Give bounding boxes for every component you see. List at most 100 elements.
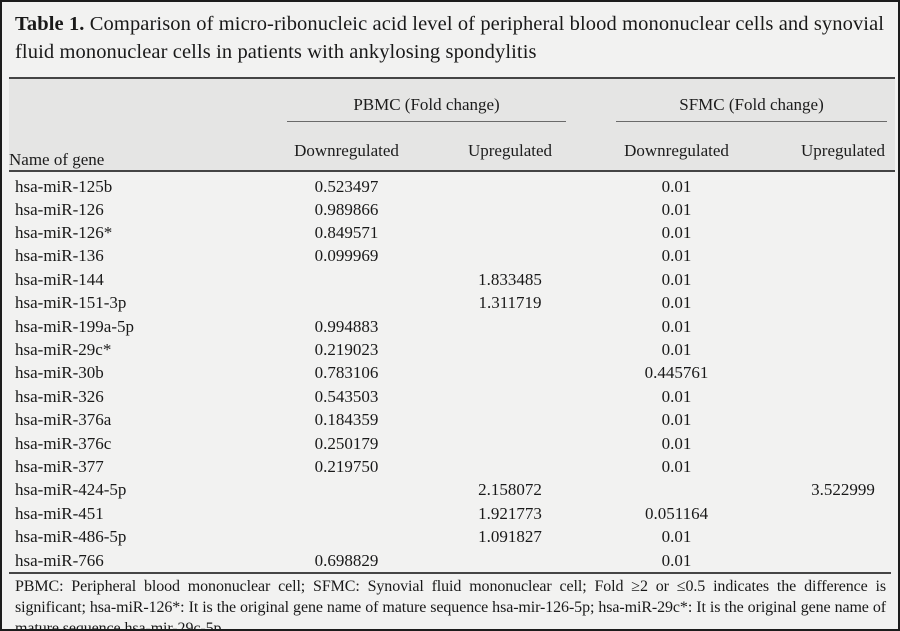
pbmc-upregulated-value	[428, 221, 592, 244]
pbmc-upregulated-value	[428, 432, 592, 455]
gene-name: hsa-miR-126	[15, 199, 104, 219]
pbmc-downregulated-value: 0.184359	[314, 410, 379, 430]
sfmc-upregulated-value	[791, 268, 895, 291]
sfmc-downregulated-value: 0.01	[661, 223, 692, 243]
pbmc-downregulated-value	[265, 479, 428, 502]
table-row: hsa-miR-376a 0.184359 0.01	[9, 409, 895, 432]
gene-name: hsa-miR-326	[15, 386, 104, 406]
pbmc-downregulated-value: 0.698829	[314, 550, 379, 570]
sfmc-downregulated-value: 0.051164	[644, 503, 709, 523]
pbmc-upregulated-value: 1.311719	[478, 293, 542, 313]
pbmc-upregulated-value: 1.921773	[478, 503, 542, 523]
table-container: Name of gene PBMC (Fold change) SFMC (Fo…	[9, 77, 896, 572]
sfmc-downregulated-value: 0.01	[661, 527, 692, 547]
sfmc-upregulated-value	[791, 525, 895, 548]
table-row: hsa-miR-126* 0.849571 0.01	[9, 221, 895, 244]
pbmc-downregulated-value: 0.849571	[314, 223, 379, 243]
table-row: hsa-miR-144 1.833485 0.01	[9, 268, 895, 291]
pbmc-upregulated-value	[428, 245, 592, 268]
sfmc-upregulated-value	[791, 502, 895, 525]
gene-name: hsa-miR-486-5p	[15, 527, 127, 547]
pbmc-downregulated-value: 0.250179	[314, 433, 379, 453]
pbmc-group-label: PBMC (Fold change)	[287, 95, 567, 122]
sfmc-downregulated-value: 0.01	[661, 316, 692, 336]
pbmc-downregulated-value	[265, 502, 428, 525]
sfmc-downregulated-value: 0.01	[661, 246, 692, 266]
sfmc-upregulated-value	[791, 432, 895, 455]
pbmc-upregulated-value: 2.158072	[478, 480, 542, 500]
sfmc-upregulated-value	[791, 221, 895, 244]
pbmc-downregulated-value: 0.543503	[314, 386, 379, 406]
sfmc-group-label: SFMC (Fold change)	[616, 95, 888, 122]
sfmc-downregulated-value: 0.01	[661, 386, 692, 406]
sfmc-upregulated-value	[791, 292, 895, 315]
pbmc-downregulated-value: 0.994883	[314, 316, 379, 336]
pbmc-upregulated-value	[428, 455, 592, 478]
table-row: hsa-miR-377 0.219750 0.01	[9, 455, 895, 478]
table-row: hsa-miR-376c 0.250179 0.01	[9, 432, 895, 455]
sfmc-downregulated-value: 0.01	[661, 410, 692, 430]
sfmc-upregulated-value	[791, 338, 895, 361]
sfmc-downregulated-value: 0.01	[661, 550, 692, 570]
pbmc-upregulated-value	[428, 338, 592, 361]
sfmc-upregulated-value	[791, 171, 895, 198]
pbmc-upregulated-header: Upregulated	[428, 122, 593, 171]
sfmc-upregulated-value	[791, 455, 895, 478]
sfmc-upregulated-value	[791, 385, 895, 408]
table-row: hsa-miR-136 0.099969 0.01	[9, 245, 895, 268]
data-table: Name of gene PBMC (Fold change) SFMC (Fo…	[9, 77, 896, 572]
gene-name: hsa-miR-376c	[15, 433, 112, 453]
sfmc-downregulated-value: 0.01	[661, 269, 692, 289]
pbmc-downregulated-value: 0.219023	[314, 340, 379, 360]
table-caption: Table 1. Comparison of micro-ribonucleic…	[2, 2, 898, 68]
table-footnote: PBMC: Peripheral blood mononuclear cell;…	[9, 572, 891, 629]
pbmc-upregulated-value	[428, 315, 592, 338]
gene-name: hsa-miR-424-5p	[15, 480, 127, 500]
gene-name: hsa-miR-125b	[15, 177, 113, 196]
table-header: Name of gene PBMC (Fold change) SFMC (Fo…	[9, 78, 896, 171]
pbmc-downregulated-value: 0.989866	[314, 199, 379, 219]
pbmc-downregulated-value: 0.219750	[314, 456, 379, 476]
table-row: hsa-miR-199a-5p 0.994883 0.01	[9, 315, 895, 338]
gene-name: hsa-miR-376a	[15, 410, 112, 430]
sfmc-upregulated-value	[791, 362, 895, 385]
pbmc-upregulated-value	[428, 171, 592, 198]
group-header-row: Name of gene PBMC (Fold change) SFMC (Fo…	[9, 78, 896, 171]
table-row: hsa-miR-486-5p 1.091827 0.01	[9, 525, 895, 548]
sfmc-downregulated-value	[592, 479, 791, 502]
gene-name: hsa-miR-136	[15, 246, 104, 266]
pbmc-downregulated-value	[265, 525, 428, 548]
table-row: hsa-miR-125b 0.523497 0.01	[9, 171, 895, 198]
sfmc-downregulated-value: 0.01	[661, 293, 692, 313]
table-row: hsa-miR-451 1.921773 0.051164	[9, 502, 895, 525]
pbmc-downregulated-value	[265, 292, 428, 315]
sfmc-upregulated-value	[791, 409, 895, 432]
table-caption-text: Comparison of micro-ribonucleic acid lev…	[15, 13, 885, 64]
gene-name: hsa-miR-766	[15, 550, 104, 570]
sfmc-downregulated-value: 0.01	[661, 177, 692, 196]
sfmc-downregulated-header: Downregulated	[592, 122, 792, 171]
pbmc-downregulated-value: 0.783106	[314, 363, 379, 383]
pbmc-upregulated-value: 1.091827	[478, 527, 542, 547]
sfmc-downregulated-value: 0.01	[661, 433, 692, 453]
table-number-label: Table 1.	[15, 13, 85, 35]
sfmc-upregulated-value	[791, 549, 895, 572]
pbmc-downregulated-value	[265, 268, 428, 291]
sfmc-upregulated-header: Upregulated	[791, 122, 896, 171]
sfmc-group-header: SFMC (Fold change)	[592, 78, 896, 122]
pbmc-upregulated-value	[428, 362, 592, 385]
gene-name: hsa-miR-29c*	[15, 340, 112, 360]
gene-name: hsa-miR-199a-5p	[15, 316, 134, 336]
table-row: hsa-miR-30b 0.783106 0.445761	[9, 362, 895, 385]
table-row: hsa-miR-326 0.543503 0.01	[9, 385, 895, 408]
table-row: hsa-miR-126 0.989866 0.01	[9, 198, 895, 221]
sfmc-upregulated-value	[791, 198, 895, 221]
sfmc-downregulated-value: 0.01	[661, 199, 692, 219]
sfmc-downregulated-value: 0.01	[661, 340, 692, 360]
pbmc-downregulated-value: 0.523497	[314, 177, 379, 196]
pbmc-downregulated-value: 0.099969	[314, 246, 379, 266]
table-body: hsa-miR-125b 0.523497 0.01 hsa-miR-126 0…	[9, 171, 895, 572]
table-row: hsa-miR-151-3p 1.311719 0.01	[9, 292, 895, 315]
table-row: hsa-miR-29c* 0.219023 0.01	[9, 338, 895, 361]
sfmc-upregulated-value	[791, 315, 895, 338]
